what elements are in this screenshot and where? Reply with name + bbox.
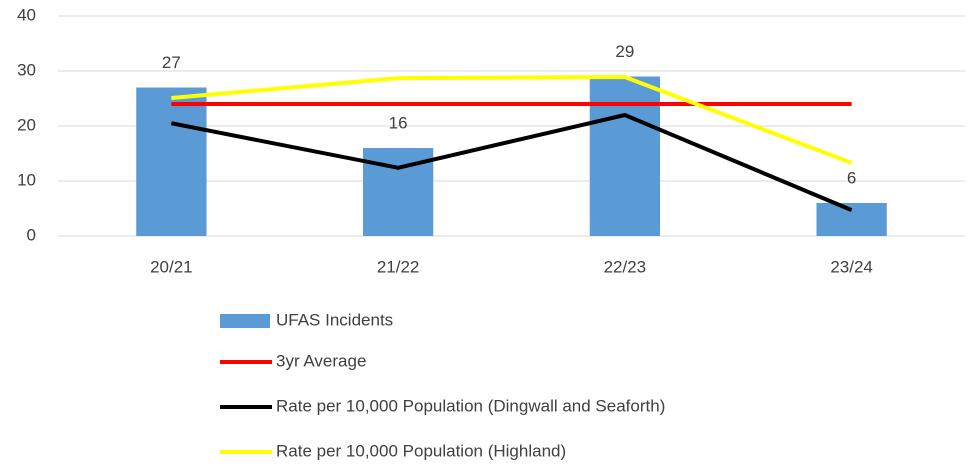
y-tick-label: 0 <box>27 225 36 244</box>
legend-label: 3yr Average <box>276 351 366 370</box>
x-tick-label: 20/21 <box>150 257 193 276</box>
x-tick-label: 23/24 <box>830 257 873 276</box>
data-label: 29 <box>615 42 634 61</box>
line-series <box>170 113 853 212</box>
legend-label: Rate per 10,000 Population (Highland) <box>276 441 566 460</box>
bar <box>589 76 661 236</box>
data-label: 16 <box>389 113 408 132</box>
y-tick-label: 20 <box>17 115 36 134</box>
x-tick-label: 21/22 <box>377 257 420 276</box>
data-label: 6 <box>847 168 856 187</box>
y-tick-label: 30 <box>17 60 36 79</box>
legend-label: Rate per 10,000 Population (Dingwall and… <box>276 396 665 415</box>
x-tick-label: 22/23 <box>604 257 647 276</box>
legend-label: UFAS Incidents <box>276 310 393 329</box>
line-series <box>171 75 853 165</box>
y-tick-label: 40 <box>17 5 36 24</box>
y-tick-label: 10 <box>17 170 36 189</box>
data-label: 27 <box>162 53 181 72</box>
bar <box>136 87 207 236</box>
bar <box>816 203 887 236</box>
legend-swatch <box>220 314 270 328</box>
